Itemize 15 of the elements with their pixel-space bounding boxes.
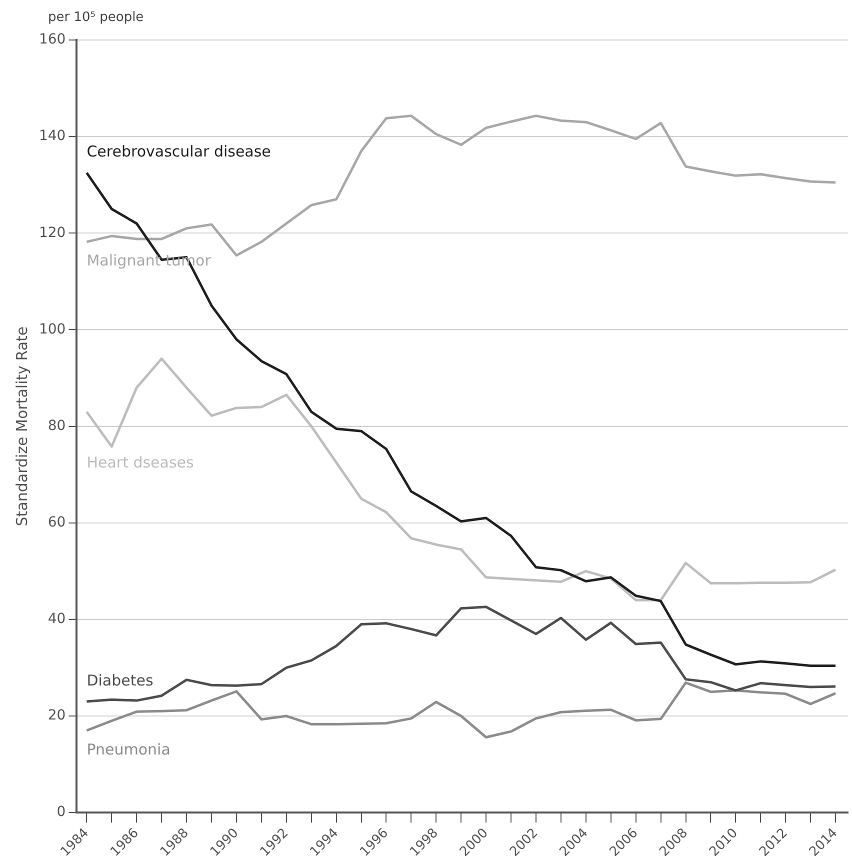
y-axis-title: Standardize Mortality Rate [12, 326, 31, 526]
series-label: Diabetes [86, 671, 154, 690]
series-label: Cerebrovascular disease [86, 142, 271, 161]
series-label: Pneumonia [86, 740, 170, 758]
y-tick-label: 160 [38, 32, 66, 48]
y-tick-label: 60 [48, 514, 66, 530]
y-tick-label: 40 [48, 611, 66, 628]
text: per 10⁵ people [48, 10, 144, 25]
y-tick-label: 80 [48, 418, 66, 434]
series-label: Heart dseases [86, 454, 194, 472]
y-tick-label: 100 [38, 321, 66, 338]
y-tick-label: 20 [48, 708, 66, 724]
y-tick-label: 140 [38, 128, 66, 144]
y-tick-label: 0 [56, 804, 66, 820]
y-tick-label: 120 [38, 224, 66, 241]
